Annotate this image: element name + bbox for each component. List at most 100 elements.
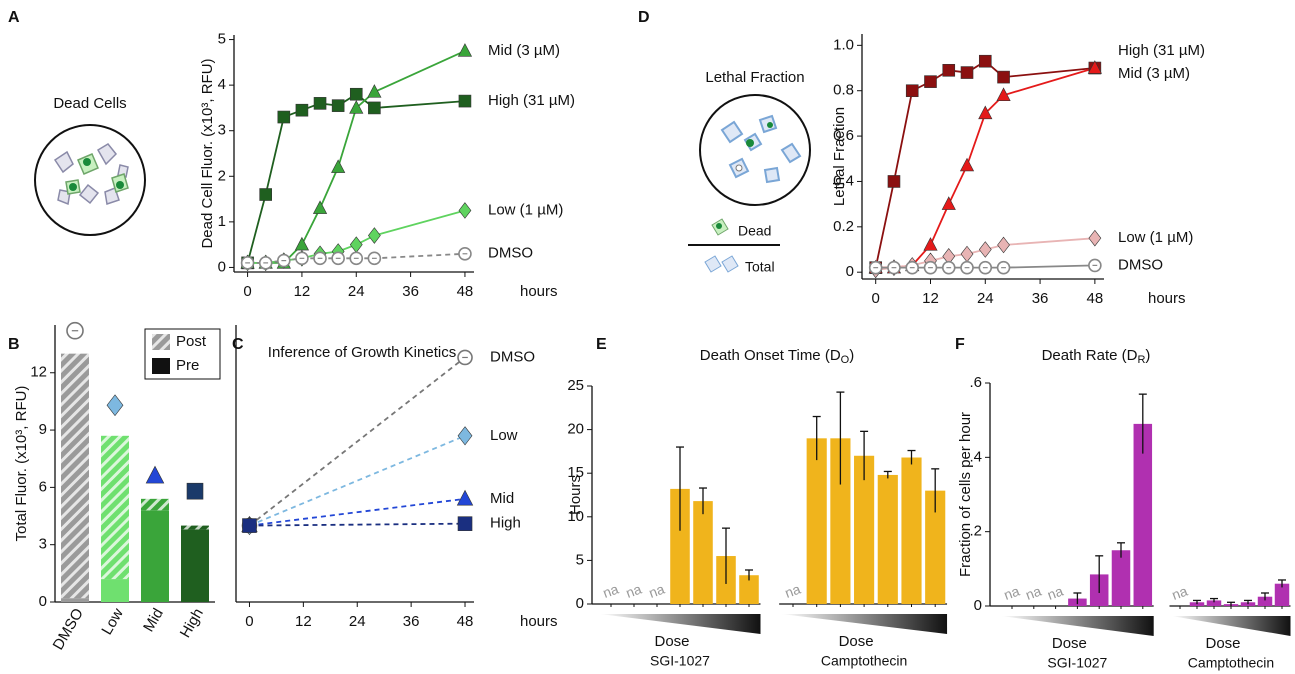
marker: [312, 200, 328, 214]
x-tick-label: 12: [922, 290, 939, 307]
x-tick-label: 24: [349, 613, 366, 630]
marker: [905, 84, 919, 98]
panel-letter: F: [955, 336, 965, 353]
value-label: na: [1002, 583, 1022, 603]
y-tick-label: 15: [567, 464, 584, 481]
marker: [367, 84, 382, 98]
y-tick-label: 12: [30, 364, 47, 381]
marker: [996, 87, 1011, 101]
bar: [901, 457, 922, 604]
group-label: Camptothecin: [821, 653, 907, 669]
x-tick-label: Low: [98, 605, 127, 637]
dose-label: Dose: [1205, 635, 1240, 652]
y-tick-label: 0.2: [833, 218, 854, 235]
bar: [1111, 550, 1131, 606]
bar: [1133, 423, 1153, 606]
marker: [978, 105, 993, 120]
legend-label: Post: [176, 333, 207, 350]
panel-letter: C: [232, 336, 244, 353]
y-axis-label: Dead Cell Fluor. (x10³, RFU): [199, 58, 216, 248]
y-tick-label: 5: [218, 31, 226, 48]
title-part: Death Onset Time (D: [700, 347, 841, 364]
dose-wedge: [1001, 616, 1154, 636]
dose-wedge: [1171, 616, 1291, 636]
series-label: High (31 µM): [488, 92, 575, 109]
group-label: SGI-1027: [1047, 655, 1107, 671]
y-axis-label: Hours: [567, 475, 584, 515]
bar: [670, 488, 690, 604]
marker: [242, 518, 257, 533]
x-tick-label: 24: [348, 283, 365, 300]
icon-label: Total: [745, 259, 775, 275]
y-tick-label: 0.4: [833, 172, 854, 189]
y-axis-label: Fraction of cells per hour: [957, 412, 974, 577]
marker: [106, 394, 124, 417]
chart-title: Inference of Growth Kinetics: [268, 344, 456, 361]
x-tick-label: 48: [457, 283, 474, 300]
marker: [1087, 60, 1102, 74]
value-label: na: [1170, 583, 1190, 603]
x-tick-label: 0: [245, 613, 253, 630]
y-tick-label: .6: [969, 374, 982, 391]
dose-label: Dose: [1052, 635, 1087, 652]
marker: [456, 489, 474, 506]
bar: [925, 490, 946, 604]
y-tick-label: 0.6: [833, 127, 854, 144]
y-tick-label: 4: [218, 76, 226, 93]
y-tick-label: 0: [576, 595, 584, 612]
dose-wedge: [781, 614, 948, 634]
bar: [1257, 596, 1273, 606]
series-line: [875, 67, 1096, 269]
x-axis-label: hours: [520, 613, 558, 630]
bar-segment: [181, 529, 209, 602]
x-tick-label: Mid: [140, 605, 167, 634]
bar: [877, 474, 898, 604]
icon-label: Dead: [738, 223, 771, 239]
series-label: Low: [490, 427, 518, 444]
series-label: Low (1 µM): [1118, 229, 1193, 246]
marker: [186, 482, 204, 500]
marker: [458, 202, 472, 219]
title-part: ): [849, 347, 854, 364]
marker: [978, 54, 992, 68]
marker: [368, 101, 381, 115]
marker: [331, 159, 346, 173]
x-tick-label: 36: [403, 613, 420, 630]
y-axis-label: Total Fluor. (x10³, RFU): [13, 386, 30, 542]
value-label: na: [783, 581, 803, 601]
bar-segment: [141, 498, 169, 511]
marker: [959, 157, 975, 172]
x-tick-label: 12: [295, 613, 312, 630]
dose-label: Dose: [839, 633, 874, 650]
marker: [942, 63, 956, 77]
y-tick-label: 0.8: [833, 82, 854, 99]
x-tick-label: 0: [243, 283, 251, 300]
marker: [923, 237, 938, 251]
y-tick-label: .4: [969, 448, 982, 465]
marker: [457, 516, 473, 531]
series-label: DMSO: [490, 348, 535, 365]
series-label: Mid: [490, 490, 514, 507]
bar: [1274, 583, 1290, 606]
y-tick-label: 3: [39, 536, 47, 553]
marker: [458, 94, 472, 108]
y-tick-label: 0: [974, 597, 982, 614]
marker: [978, 241, 992, 258]
bar: [739, 575, 759, 604]
bar-segment: [101, 435, 129, 580]
panel-letter: B: [8, 336, 20, 353]
marker: [960, 66, 974, 79]
y-tick-label: 0: [846, 263, 854, 280]
chart-title: Lethal Fraction: [705, 69, 804, 86]
bar: [693, 501, 713, 604]
marker: [1088, 229, 1102, 247]
x-tick-label: 0: [872, 290, 880, 307]
series-line: [249, 434, 466, 527]
title-part: O: [841, 354, 850, 366]
bar-segment: [181, 525, 209, 530]
chart-title: Dead Cells: [53, 95, 126, 112]
dose-wedge: [599, 614, 761, 634]
series-label: DMSO: [1118, 256, 1163, 273]
bar: [806, 438, 827, 604]
bar: [830, 438, 851, 604]
